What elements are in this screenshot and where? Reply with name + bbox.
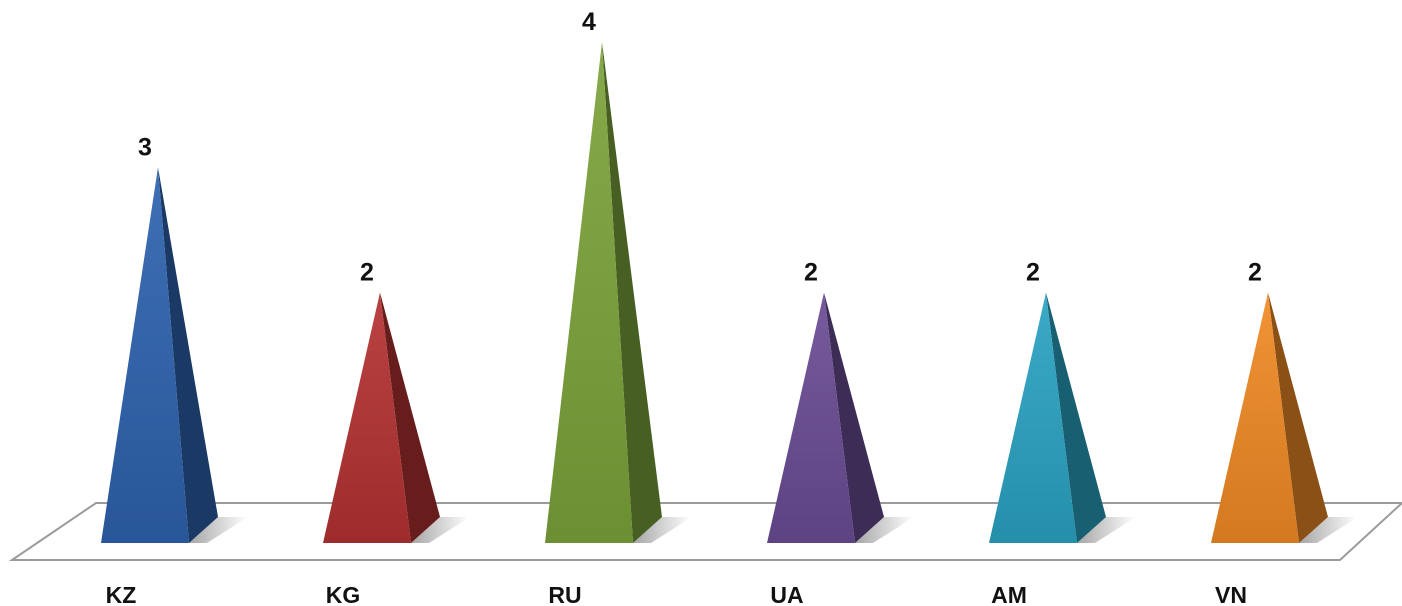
data-label-ru: 4	[582, 8, 596, 36]
bar-am	[989, 292, 1106, 543]
bar-shadow-kz	[189, 517, 248, 543]
category-label-kz: KZ	[106, 582, 137, 606]
category-label-vn: VN	[1215, 582, 1247, 606]
category-label-am: AM	[991, 582, 1027, 606]
bar-ru	[545, 42, 662, 543]
data-label-ua: 2	[804, 259, 818, 287]
bar-side-face-ua	[824, 292, 884, 543]
bar-kg	[323, 292, 440, 543]
data-label-am: 2	[1026, 259, 1040, 287]
category-labels: KZ KG RU UA AM VN	[106, 582, 1247, 606]
data-label-kg: 2	[360, 259, 374, 287]
category-label-ua: UA	[770, 582, 803, 606]
category-label-kg: KG	[326, 582, 361, 606]
bar-shadow-ua	[855, 517, 914, 543]
bar-kz	[101, 167, 218, 543]
bar-ua	[767, 292, 884, 543]
data-labels: 3 2 4 2 2 2	[138, 8, 1262, 287]
bar-vn	[1211, 292, 1328, 543]
bar-front-face-ua	[767, 292, 855, 543]
bar-shadow-vn	[1299, 517, 1358, 543]
bar-front-face-am	[989, 292, 1077, 543]
data-label-vn: 2	[1248, 259, 1262, 287]
bar-shadow-ru	[633, 517, 692, 543]
bar-shadows	[189, 517, 1358, 543]
bar-shadow-kg	[411, 517, 470, 543]
category-label-ru: RU	[548, 582, 581, 606]
bar-front-face-kg	[323, 292, 411, 543]
bar-shadow-am	[1077, 517, 1136, 543]
bar-side-face-ru	[602, 42, 662, 543]
bar-front-face-ru	[545, 42, 633, 543]
bar-side-face-vn	[1268, 292, 1328, 543]
bar-front-face-kz	[101, 167, 189, 543]
bar-side-face-am	[1046, 292, 1106, 543]
bar-side-face-kg	[380, 292, 440, 543]
bar-front-face-vn	[1211, 292, 1299, 543]
bar-side-face-kz	[158, 167, 218, 543]
data-label-kz: 3	[138, 133, 152, 161]
bars	[101, 42, 1328, 543]
